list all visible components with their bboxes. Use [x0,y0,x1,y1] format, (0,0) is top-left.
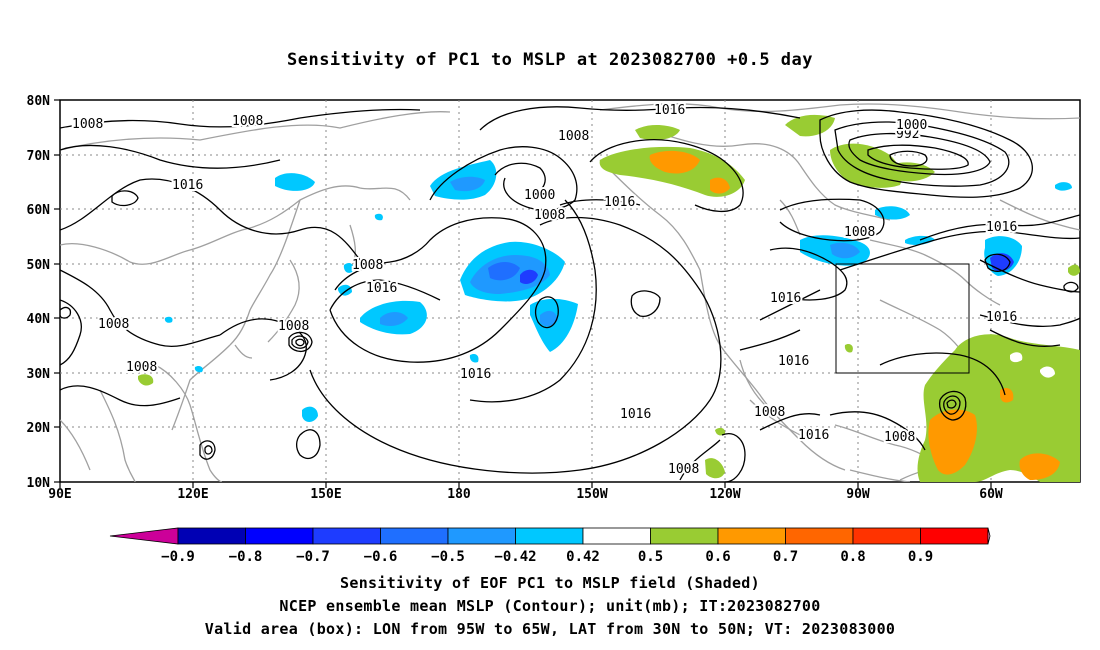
isobar-label: 1008 [278,319,309,334]
colorbar-tick-label: −0.42 [494,549,536,565]
axis-ticks [54,99,992,488]
isobar-label: 992 [896,127,919,142]
coastlines [60,103,1080,482]
isobar-label: 1008 [844,225,875,240]
colorbar-segment [447,527,516,545]
lat-label: 60N [27,203,51,218]
mslp-contours [60,106,1080,482]
lon-label: 120E [177,487,208,502]
lat-label: 10N [27,476,51,491]
colorbar-segment [515,527,584,545]
map-title: Sensitivity of PC1 to MSLP at 2023082700… [286,50,813,70]
caption-line-3: Valid area (box): LON from 95W to 65W, L… [204,620,896,638]
colorbar-segment [852,527,921,545]
isobar-label: 1016 [366,281,397,296]
colorbar-segment [582,527,651,545]
lon-label: 150E [310,487,341,502]
colorbar-segment [177,527,246,545]
lat-label: 30N [27,367,51,382]
lat-label: 50N [27,258,51,273]
isobar-label: 1008 [754,405,785,420]
isobar-label: 1016 [778,354,809,369]
isobar-label: 1016 [986,220,1017,235]
colorbar-segment [785,527,854,545]
colorbar-segment [717,527,786,545]
isobar-label: 1016 [654,103,685,118]
isobar-label: 1016 [986,310,1017,325]
isobar-label: 1016 [604,195,635,210]
isobar-label: 1016 [172,178,203,193]
isobar-label: 1016 [460,367,491,382]
isobar-label: 1008 [558,129,589,144]
colorbar-segment [312,527,381,545]
lon-label: 60W [979,487,1003,502]
isobar-label: 1008 [352,258,383,273]
lat-label: 80N [27,94,51,109]
colorbar-tick-label: 0.42 [566,549,600,565]
longitude-labels: 90E 120E 150E 180 150W 120W 90W 60W [48,487,1003,502]
isobar-label: 1008 [884,430,915,445]
colorbar-segment [245,527,314,545]
isobar-label: 1008 [126,360,157,375]
isobar-label: 1008 [534,208,565,223]
isobar-label: 1016 [620,407,651,422]
isobar-label: 1016 [798,428,829,443]
colorbar-tick-label: 0.6 [705,549,730,565]
lon-label: 90W [846,487,870,502]
colorbar-arrow-right [987,527,991,545]
colorbar-tick-label: 0.7 [773,549,798,565]
lon-label: 150W [576,487,607,502]
lon-label: 180 [447,487,471,502]
isobar-label: 1008 [98,317,129,332]
caption-line-1: Sensitivity of EOF PC1 to MSLP field (Sh… [340,574,760,592]
isobar-label: 1000 [524,188,555,203]
lat-label: 70N [27,149,51,164]
latitude-labels: 80N 70N 60N 50N 40N 30N 20N 10N [27,94,51,491]
colorbar-tick-label: −0.5 [431,549,465,565]
colorbar-tick-label: −0.8 [229,549,263,565]
lon-label: 90E [48,487,71,502]
isobar-label: 1008 [72,117,103,132]
colorbar-segment [380,527,449,545]
lon-label: 120W [709,487,740,502]
colorbar-tick-label: −0.7 [296,549,330,565]
isobar-labels: 1008 1008 1016 1016 1008 1000 992 1008 1… [70,101,1019,479]
isobar-label: 1016 [770,291,801,306]
caption-line-2: NCEP ensemble mean MSLP (Contour); unit(… [279,597,821,615]
colorbar-arrow-left [109,527,179,545]
colorbar-segment [650,527,719,545]
lat-label: 40N [27,312,51,327]
colorbar-tick-label: −0.6 [364,549,398,565]
sensitivity-shading [138,114,1080,482]
colorbar-tick-label: 0.9 [908,549,933,565]
colorbar: −0.9 −0.8 −0.7 −0.6 −0.5 −0.42 0.42 0.5 0.6 0.7 0.… [109,527,991,565]
colorbar-tick-label: 0.8 [840,549,865,565]
isobar-label: 1008 [668,462,699,477]
colorbar-tick-label: −0.9 [161,549,195,565]
isobar-label: 1008 [232,114,263,129]
valid-area-box [835,263,970,374]
lat-label: 20N [27,421,51,436]
colorbar-segment [920,527,989,545]
colorbar-tick-label: 0.5 [638,549,663,565]
isobar-label: 1000 [896,118,927,133]
